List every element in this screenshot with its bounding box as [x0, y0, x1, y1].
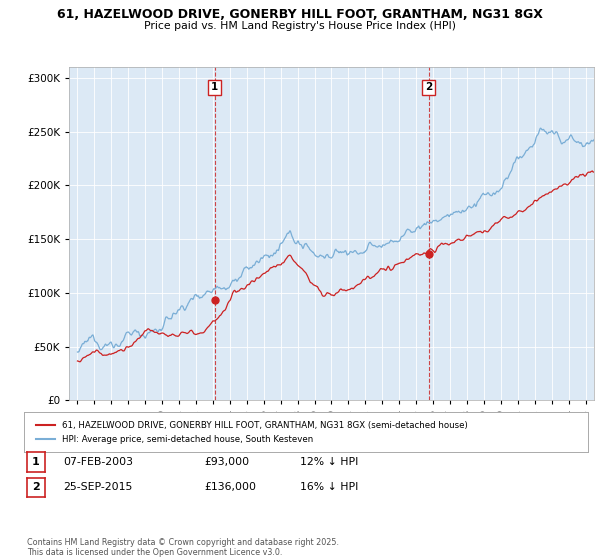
Text: 61, HAZELWOOD DRIVE, GONERBY HILL FOOT, GRANTHAM, NG31 8GX: 61, HAZELWOOD DRIVE, GONERBY HILL FOOT, … — [57, 8, 543, 21]
Text: 12% ↓ HPI: 12% ↓ HPI — [300, 457, 358, 467]
Text: 2: 2 — [425, 82, 432, 92]
Text: Contains HM Land Registry data © Crown copyright and database right 2025.
This d: Contains HM Land Registry data © Crown c… — [27, 538, 339, 557]
Text: 1: 1 — [211, 82, 218, 92]
Text: 16% ↓ HPI: 16% ↓ HPI — [300, 482, 358, 492]
Text: Price paid vs. HM Land Registry's House Price Index (HPI): Price paid vs. HM Land Registry's House … — [144, 21, 456, 31]
Text: 1: 1 — [32, 457, 40, 467]
Text: 07-FEB-2003: 07-FEB-2003 — [63, 457, 133, 467]
Text: 2: 2 — [32, 482, 40, 492]
Legend: 61, HAZELWOOD DRIVE, GONERBY HILL FOOT, GRANTHAM, NG31 8GX (semi-detached house): 61, HAZELWOOD DRIVE, GONERBY HILL FOOT, … — [31, 416, 473, 449]
Text: 25-SEP-2015: 25-SEP-2015 — [63, 482, 133, 492]
Text: £93,000: £93,000 — [204, 457, 249, 467]
Text: £136,000: £136,000 — [204, 482, 256, 492]
